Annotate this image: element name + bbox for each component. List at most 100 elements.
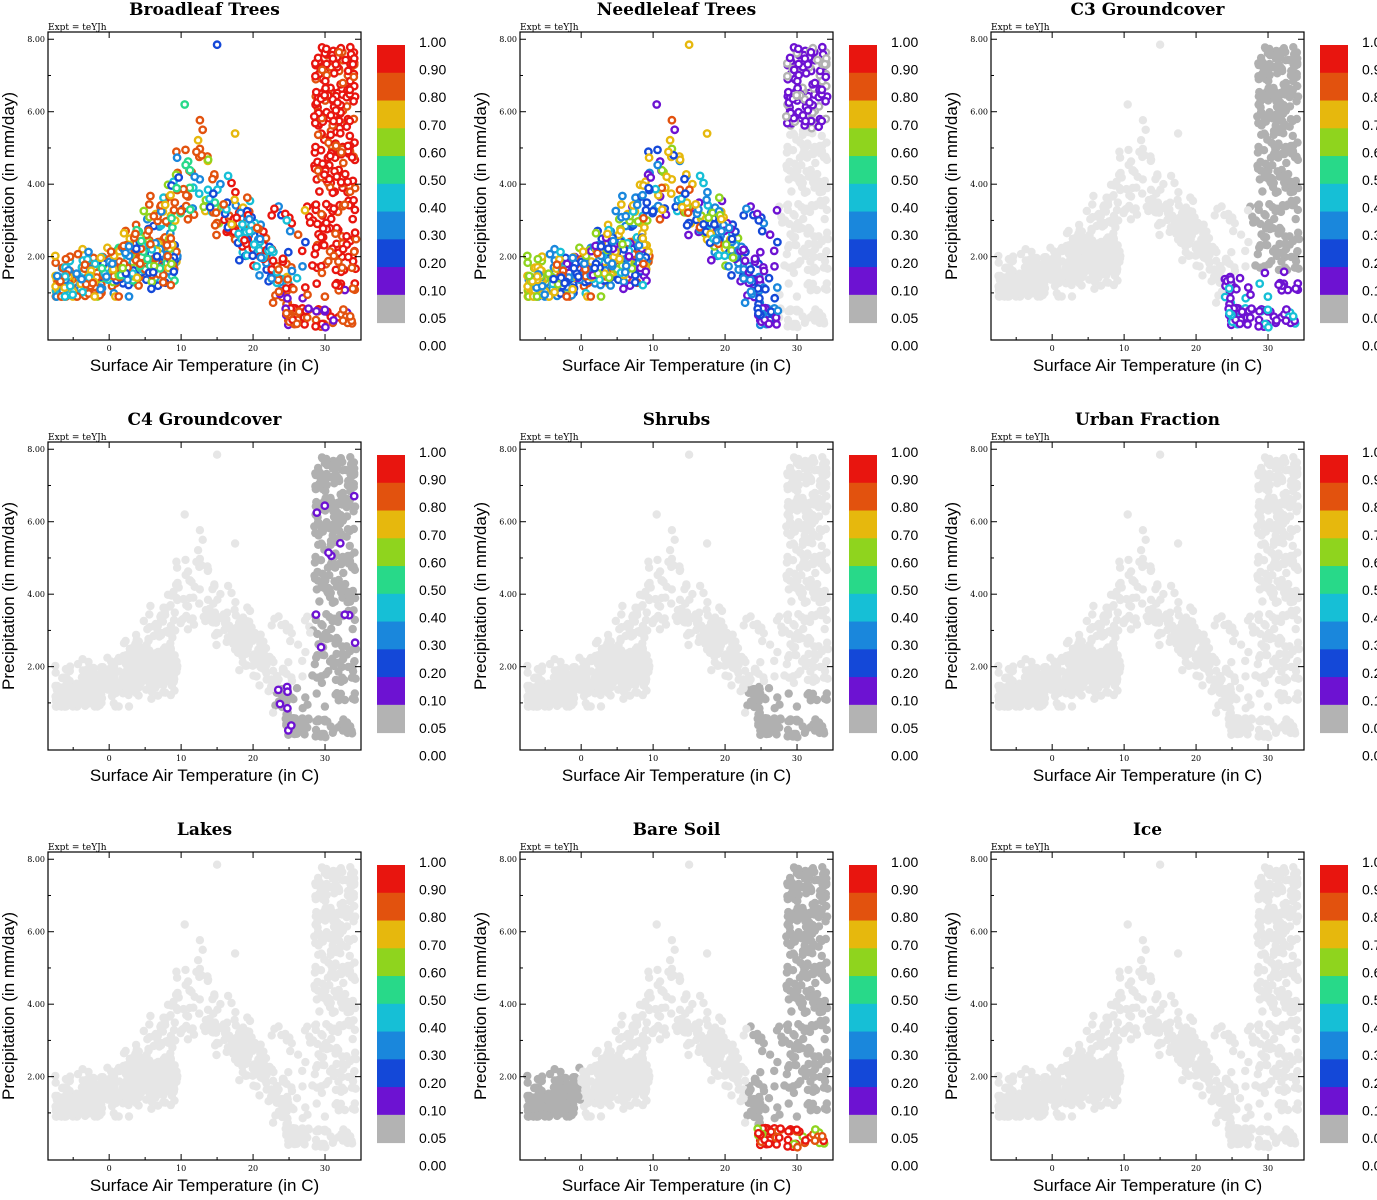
data-point — [664, 147, 673, 157]
data-point — [1255, 306, 1264, 316]
data-point — [812, 200, 821, 209]
data-point — [195, 526, 205, 535]
colorbar-swatch — [1320, 239, 1348, 268]
data-point — [1135, 147, 1144, 157]
data-point — [720, 251, 730, 261]
data-point — [338, 316, 348, 325]
data-point — [586, 292, 596, 301]
data-point — [341, 579, 350, 589]
data-point — [322, 454, 331, 464]
colorbar: 1.000.900.800.700.600.500.400.300.200.10… — [377, 34, 446, 354]
colorbar-label: 0.70 — [419, 527, 446, 543]
data-point — [180, 510, 189, 519]
data-point — [333, 98, 342, 108]
data-point — [181, 145, 190, 155]
data-point — [256, 253, 266, 263]
data-point — [278, 664, 288, 673]
data-point — [282, 626, 291, 635]
data-point — [811, 158, 820, 168]
data-point — [1086, 254, 1095, 264]
data-point — [230, 605, 239, 615]
data-point — [304, 304, 313, 313]
data-point — [342, 532, 351, 541]
colorbar-label: 0.70 — [1362, 117, 1377, 133]
colorbar-label: 0.80 — [419, 89, 446, 105]
data-point — [800, 188, 809, 197]
data-point — [147, 277, 157, 287]
data-point — [313, 629, 322, 639]
data-point — [1191, 251, 1200, 260]
data-point — [1104, 200, 1113, 210]
data-point — [1272, 116, 1281, 126]
data-point — [332, 582, 341, 591]
data-point — [682, 220, 692, 230]
data-point — [60, 292, 70, 301]
data-point — [821, 96, 830, 106]
y-tick-label: 6.00 — [27, 108, 45, 117]
colorbar-label: 0.60 — [419, 144, 446, 160]
data-point — [311, 142, 320, 152]
x-axis-label: Surface Air Temperature (in C) — [90, 356, 319, 375]
data-point — [1198, 271, 1207, 280]
data-point — [313, 130, 323, 140]
data-point — [312, 508, 322, 517]
data-point — [652, 100, 662, 109]
data-point — [568, 695, 577, 704]
data-point — [1284, 169, 1293, 179]
data-point — [350, 205, 360, 215]
data-point — [638, 190, 647, 200]
colorbar-label: 0.00 — [419, 338, 446, 354]
data-point — [230, 129, 240, 138]
data-point — [283, 247, 293, 257]
data-point — [817, 187, 827, 196]
data-point — [286, 636, 295, 646]
data-point — [288, 284, 298, 294]
data-point — [124, 652, 134, 661]
data-point — [813, 55, 822, 65]
data-point — [1287, 252, 1296, 262]
data-point — [1162, 200, 1171, 209]
data-point — [237, 220, 247, 229]
data-point — [321, 83, 330, 93]
colorbar-swatch — [377, 704, 405, 734]
data-point — [303, 290, 312, 300]
data-point — [88, 278, 98, 288]
x-tick-label: 30 — [1263, 344, 1273, 353]
data-point — [349, 507, 358, 516]
data-point — [77, 684, 86, 694]
colorbar-swatch — [849, 294, 877, 324]
data-point — [766, 307, 776, 317]
data-point — [712, 235, 721, 245]
data-point — [292, 729, 302, 738]
data-point — [653, 160, 663, 170]
data-point — [1027, 247, 1036, 257]
data-point — [235, 666, 244, 675]
data-point — [616, 226, 625, 236]
data-point — [324, 174, 334, 184]
data-point — [338, 244, 348, 254]
x-tick-label: 10 — [1119, 344, 1129, 353]
data-point — [596, 292, 606, 301]
data-point — [50, 251, 60, 261]
data-point — [348, 214, 358, 224]
data-point — [166, 690, 175, 700]
data-point — [1075, 273, 1085, 282]
data-point — [144, 226, 154, 236]
data-point — [691, 199, 701, 209]
data-point — [814, 232, 823, 241]
data-point — [804, 172, 813, 181]
colorbar-swatch — [849, 45, 877, 74]
data-point — [183, 214, 193, 224]
data-point — [208, 189, 218, 199]
data-point — [798, 130, 807, 140]
colorbar-label: 0.05 — [419, 720, 446, 736]
data-point — [821, 196, 830, 205]
data-point — [1263, 292, 1273, 301]
colorbar-swatch — [377, 128, 405, 157]
data-point — [665, 135, 675, 145]
y-tick-label: 2.00 — [499, 253, 517, 262]
data-point — [1272, 315, 1281, 325]
data-point — [1213, 204, 1222, 213]
data-point — [124, 241, 134, 251]
data-point — [174, 173, 184, 182]
